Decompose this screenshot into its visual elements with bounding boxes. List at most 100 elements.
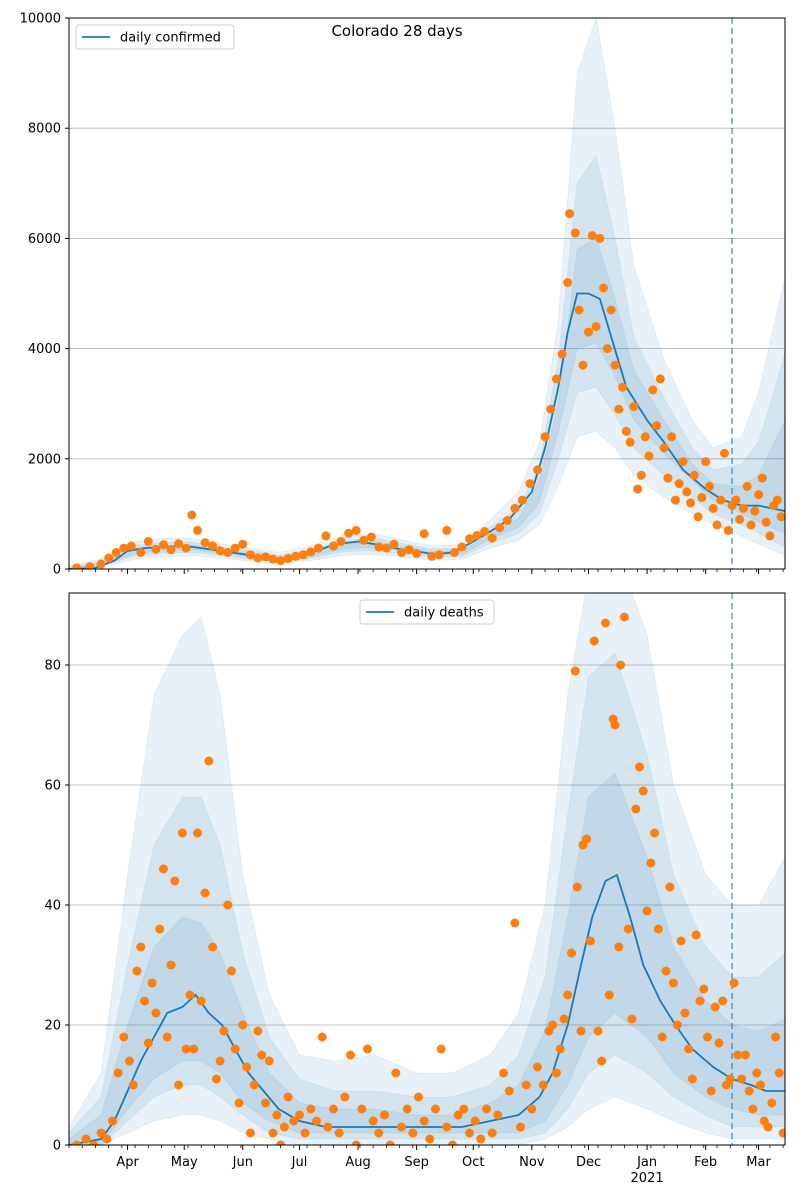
x-tick-label: Sep (404, 1155, 429, 1170)
plot-area (69, 18, 785, 569)
data-point (159, 540, 168, 550)
data-point (72, 563, 82, 569)
data-point (587, 231, 597, 241)
data-point (572, 882, 582, 892)
data-point (538, 1080, 548, 1090)
data-point (618, 382, 627, 392)
deaths-panel: 0 20 40 60 80 Apr May Jun Jul Aug Sep Oct Nov Dec Jan2… (44, 592, 786, 1186)
data-point (725, 1074, 735, 1084)
data-point (261, 552, 270, 562)
data-point (670, 495, 680, 505)
data-point (181, 1044, 191, 1054)
data-point (449, 548, 459, 557)
data-point (710, 1002, 720, 1012)
data-point (778, 1128, 785, 1138)
data-point (334, 1128, 344, 1138)
y-tick-label: 60 (44, 779, 61, 794)
data-point (723, 525, 733, 535)
data-point (136, 942, 146, 952)
data-point (238, 1020, 248, 1030)
data-point (200, 538, 210, 548)
data-point (374, 542, 384, 552)
data-point (540, 432, 550, 442)
data-point (480, 527, 490, 536)
data-point (631, 804, 641, 814)
confidence-band (69, 652, 785, 1145)
data-point (570, 228, 580, 238)
data-point (635, 762, 644, 772)
data-point (351, 1140, 361, 1145)
data-point (357, 1104, 367, 1114)
data-point (774, 1068, 784, 1078)
data-point (699, 984, 709, 994)
data-point (674, 479, 684, 489)
data-point (140, 996, 150, 1006)
data-point (329, 1104, 338, 1114)
data-point (128, 1080, 138, 1090)
data-point (665, 882, 675, 892)
data-point (89, 1140, 99, 1145)
data-point (476, 1134, 486, 1144)
data-point (340, 1092, 350, 1102)
data-point (223, 548, 233, 557)
y-tick-label: 80 (44, 659, 61, 674)
confirmed-panel: 0 2000 4000 6000 8000 10000 Colorado 28 days da… (20, 12, 786, 578)
data-point (151, 544, 161, 554)
data-point (359, 535, 369, 545)
data-point (551, 1068, 561, 1078)
data-point (610, 360, 620, 370)
data-point (457, 542, 467, 552)
data-point (96, 1128, 106, 1138)
legend-label: daily deaths (404, 606, 484, 621)
data-point (300, 1128, 310, 1138)
data-point (431, 1104, 440, 1114)
data-point (625, 437, 635, 447)
data-point (763, 1122, 773, 1132)
data-point (291, 551, 301, 561)
y-tick-label: 2000 (28, 452, 61, 467)
data-point (610, 720, 620, 730)
data-point (321, 531, 331, 541)
data-point (323, 1122, 333, 1132)
data-point (208, 541, 218, 551)
data-point (108, 1116, 117, 1126)
data-point (414, 1092, 423, 1102)
data-point (174, 1080, 184, 1090)
data-point (589, 636, 599, 646)
y-tick-label: 6000 (28, 232, 61, 247)
data-point (132, 966, 142, 976)
x-tick-label: Jul (291, 1155, 308, 1170)
y-tick-label: 4000 (28, 342, 61, 357)
data-point (336, 537, 346, 546)
data-point (276, 1140, 286, 1145)
data-point (385, 1140, 395, 1145)
data-point (776, 512, 785, 522)
data-point (211, 1074, 221, 1084)
data-point (119, 543, 129, 553)
data-point (742, 481, 752, 491)
data-point (619, 612, 629, 622)
confidence-band (69, 772, 785, 1145)
data-point (306, 547, 316, 557)
data-point (126, 541, 136, 551)
confidence-band (69, 154, 785, 569)
data-point (689, 470, 699, 480)
data-point (313, 543, 323, 553)
data-point (381, 543, 391, 553)
x-tick-label: Dec (576, 1155, 601, 1170)
data-point (563, 990, 573, 1000)
data-point (448, 1140, 457, 1145)
data-point (72, 1140, 82, 1145)
data-point (174, 539, 184, 549)
data-point (546, 404, 556, 414)
data-point (113, 1068, 123, 1078)
data-point (234, 1098, 244, 1108)
x-tick-label: Nov (519, 1155, 545, 1170)
chart-title: Colorado 28 days (331, 22, 462, 40)
data-point (646, 858, 656, 868)
data-point (691, 930, 701, 940)
data-point (672, 1020, 682, 1030)
data-point (368, 1116, 378, 1126)
data-point (661, 966, 671, 976)
